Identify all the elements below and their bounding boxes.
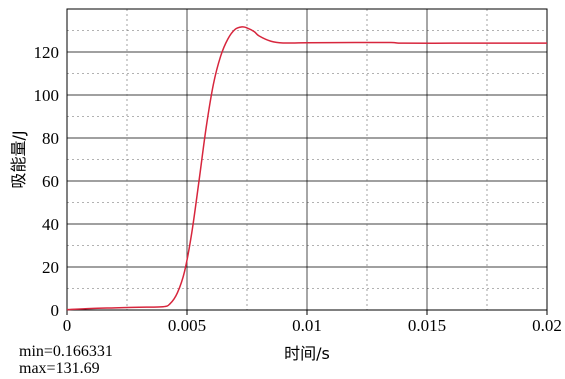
ticks: 0 0.005 0.01 0.015 0.02 0 20 40 60 80 100 120: [34, 43, 562, 335]
y-tick-label: 100: [34, 86, 60, 105]
y-tick-label: 60: [42, 172, 59, 191]
y-tick-label: 0: [51, 301, 60, 320]
y-axis-label: 吸能量/J: [9, 130, 28, 188]
series-layer: [66, 26, 547, 311]
x-tick-label: 0.005: [168, 316, 206, 335]
max-readout: max=131.69: [19, 360, 100, 377]
y-tick-label: 20: [42, 258, 59, 277]
y-tick-label: 40: [42, 215, 59, 234]
grid: [67, 9, 547, 310]
x-tick-label: 0: [63, 316, 72, 335]
min-readout: min=0.166331: [19, 343, 113, 360]
x-tick-label: 0.02: [532, 316, 562, 335]
y-tick-label: 120: [34, 43, 60, 62]
x-tick-label: 0.01: [292, 316, 322, 335]
y-tick-label: 80: [42, 129, 59, 148]
x-tick-label: 0.015: [408, 316, 446, 335]
x-axis-label: 时间/s: [284, 344, 330, 363]
energy-series-line: [66, 26, 547, 311]
